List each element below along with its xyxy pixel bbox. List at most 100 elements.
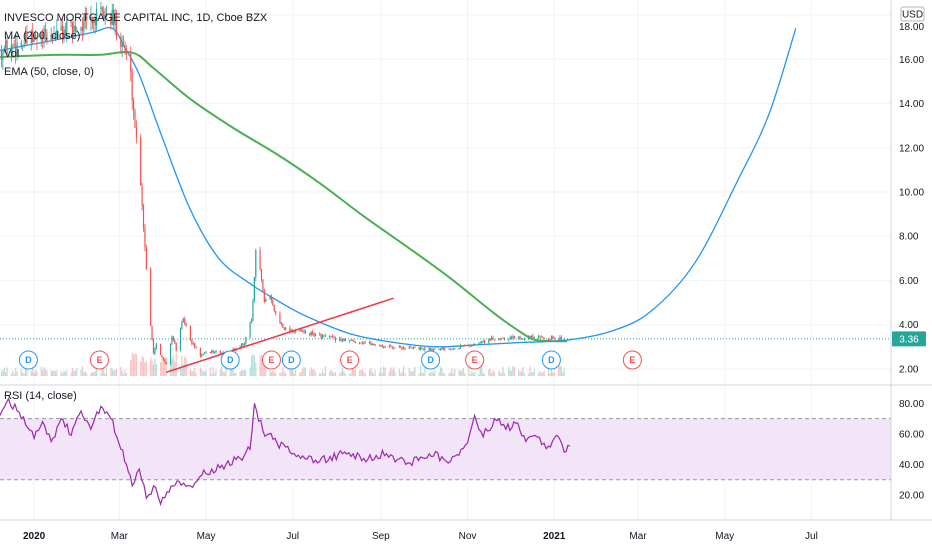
candle-body <box>354 341 356 344</box>
candle-body <box>559 337 561 340</box>
volume-bar <box>559 366 561 376</box>
volume-bar <box>86 373 88 376</box>
price-tick-label: 2.00 <box>899 364 919 375</box>
rsi-axis[interactable]: 20.00 40.00 60.00 80.00 <box>899 399 924 502</box>
candle-body <box>209 351 211 354</box>
volume-bar <box>204 371 206 376</box>
price-axis[interactable]: 2.00 4.00 6.00 8.00 10.00 12.00 14.00 16.00 18.0… <box>899 22 924 375</box>
candle-body <box>282 324 284 328</box>
volume-bar <box>115 369 118 376</box>
candle-body <box>368 342 371 344</box>
earnings-marker[interactable]: E <box>89 350 109 370</box>
earnings-marker[interactable]: E <box>261 350 281 370</box>
legend[interactable]: INVESCO MORTGAGE CAPITAL INC, 1D, Cboe B… <box>4 12 268 402</box>
candle-body <box>329 335 331 337</box>
dividend-marker[interactable]: D <box>18 350 38 370</box>
time-tick-label: Sep <box>372 531 390 542</box>
volume-bar <box>468 368 470 376</box>
volume-bar <box>51 370 54 376</box>
candle-body <box>141 185 143 206</box>
volume-bar <box>66 369 68 376</box>
earnings-marker[interactable]: E <box>622 350 642 370</box>
time-tick-label: May <box>197 531 216 542</box>
volume-bar <box>202 371 204 376</box>
legend-ma[interactable]: MA (200, close) <box>4 30 80 42</box>
volume-bar <box>532 372 534 376</box>
candle-body <box>73 25 75 33</box>
volume-bar <box>479 367 481 376</box>
volume-bar <box>40 366 42 376</box>
volume-bar <box>213 373 216 376</box>
volume-bar <box>13 373 15 376</box>
volume-bar <box>94 370 96 376</box>
volume-bar <box>172 355 174 376</box>
volume-bar <box>543 370 545 376</box>
volume-bar <box>162 358 165 376</box>
candle-body <box>44 28 47 33</box>
volume-bar <box>381 373 383 376</box>
volume-bar <box>503 373 506 376</box>
volume-bar <box>509 369 511 376</box>
candle-body <box>428 347 430 351</box>
candle-body <box>179 328 182 351</box>
volume-bar <box>165 356 167 376</box>
candle-body <box>195 347 197 349</box>
volume-bar <box>252 353 254 376</box>
volume-bar <box>272 370 274 376</box>
volume-bar <box>74 370 76 376</box>
volume-bar <box>553 372 555 376</box>
candle-body <box>491 337 493 340</box>
volume-bar <box>43 367 45 376</box>
candle-body <box>159 344 162 356</box>
candle-body <box>33 34 35 42</box>
event-label: E <box>472 355 478 365</box>
rsi-pane[interactable] <box>0 397 891 507</box>
time-axis[interactable]: 2020 Mar May Jul Sep Nov 2021 Mar May Jul <box>23 531 818 542</box>
volume-bar <box>483 373 486 376</box>
candle-body <box>42 33 44 40</box>
dividend-marker[interactable]: D <box>541 350 561 370</box>
volume-bar <box>481 366 483 376</box>
candle-body <box>421 347 423 349</box>
volume-bar <box>103 367 105 376</box>
trend-line[interactable] <box>166 297 394 373</box>
volume-bar <box>368 370 371 376</box>
legend-vol[interactable]: Vol <box>4 48 19 60</box>
volume-bar <box>151 360 153 376</box>
dividend-marker[interactable]: D <box>281 350 301 370</box>
legend-rsi[interactable]: RSI (14, close) <box>4 390 77 402</box>
dividend-marker[interactable]: D <box>220 350 240 370</box>
candle-body <box>154 348 156 354</box>
volume-bar <box>56 370 58 376</box>
volume-bar <box>124 369 126 376</box>
candle-body <box>324 335 327 337</box>
volume-bar <box>289 367 291 376</box>
volume-bar <box>130 359 132 376</box>
dividend-marker[interactable]: D <box>421 350 441 370</box>
candle-body <box>424 347 426 351</box>
event-label: D <box>288 355 295 365</box>
candle-body <box>293 331 295 333</box>
earnings-marker[interactable]: E <box>465 350 485 370</box>
volume-bar <box>144 362 146 376</box>
volume-bar <box>393 367 395 376</box>
candle-body <box>165 362 167 364</box>
volume-bar <box>50 370 52 376</box>
candle-body <box>76 30 78 32</box>
currency-badge[interactable]: USD <box>900 6 925 22</box>
legend-ema[interactable]: EMA (50, close, 0) <box>4 66 94 78</box>
earnings-marker[interactable]: E <box>340 350 360 370</box>
candle-body <box>348 340 351 342</box>
candle-body <box>150 268 152 326</box>
candle-body <box>363 342 365 344</box>
volume-bar <box>412 370 415 376</box>
volume-bar <box>185 357 187 376</box>
volume-bar <box>141 355 143 376</box>
currency-label: USD <box>902 10 923 21</box>
volume-bar <box>100 373 102 376</box>
price-tick-label: 12.00 <box>899 143 924 154</box>
candle-body <box>340 338 342 341</box>
